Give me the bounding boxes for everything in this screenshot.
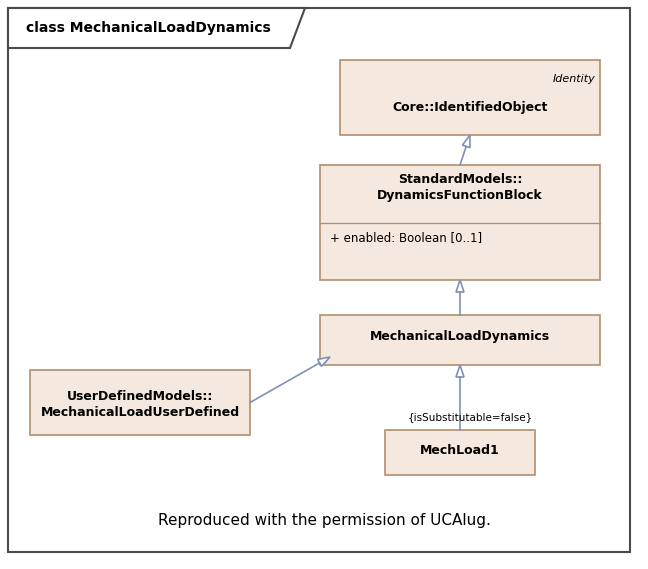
Polygon shape — [8, 8, 305, 48]
Polygon shape — [456, 280, 464, 292]
Text: UserDefinedModels::
MechanicalLoadUserDefined: UserDefinedModels:: MechanicalLoadUserDe… — [40, 390, 240, 419]
Text: Core::IdentifiedObject: Core::IdentifiedObject — [392, 101, 548, 114]
Polygon shape — [318, 357, 330, 366]
Text: MechLoad1: MechLoad1 — [420, 443, 500, 456]
Text: StandardModels::
DynamicsFunctionBlock: StandardModels:: DynamicsFunctionBlock — [377, 173, 543, 202]
Text: Reproduced with the permission of UCAlug.: Reproduced with the permission of UCAlug… — [157, 513, 491, 527]
FancyBboxPatch shape — [320, 165, 600, 280]
Text: {isSubstitutable=false}: {isSubstitutable=false} — [408, 412, 533, 422]
FancyBboxPatch shape — [320, 315, 600, 365]
Text: class MechanicalLoadDynamics: class MechanicalLoadDynamics — [26, 21, 270, 35]
Text: Identity: Identity — [552, 74, 595, 84]
Polygon shape — [463, 135, 470, 147]
FancyBboxPatch shape — [30, 370, 250, 435]
FancyBboxPatch shape — [8, 8, 630, 552]
Text: + enabled: Boolean [0..1]: + enabled: Boolean [0..1] — [330, 231, 482, 244]
FancyBboxPatch shape — [385, 430, 535, 475]
Text: MechanicalLoadDynamics: MechanicalLoadDynamics — [370, 330, 550, 343]
Polygon shape — [456, 365, 464, 377]
FancyBboxPatch shape — [340, 60, 600, 135]
